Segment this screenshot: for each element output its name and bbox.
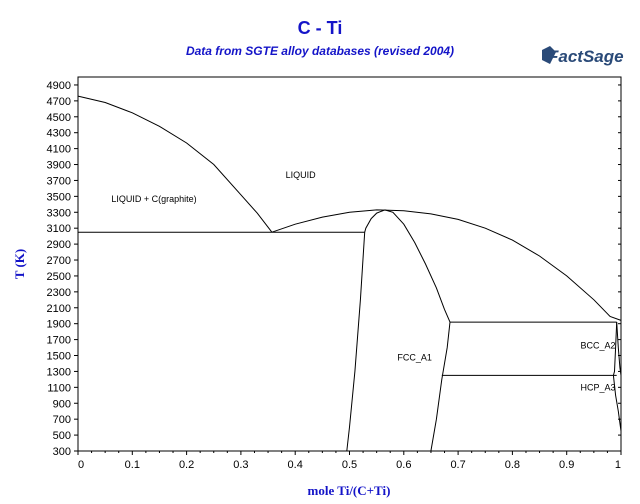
y-tick-label: 2900 — [47, 239, 71, 251]
y-tick-label: 300 — [53, 446, 71, 458]
plot-frame — [77, 76, 622, 452]
phase-boundary-line — [271, 209, 622, 321]
y-tick-label: 1900 — [47, 319, 71, 331]
x-tick-label: 0.2 — [179, 459, 194, 471]
x-tick-label: 0.6 — [396, 459, 411, 471]
y-tick-label: 3500 — [47, 191, 71, 203]
y-tick-label: 4300 — [47, 128, 71, 140]
y-tick-label: 4700 — [47, 96, 71, 108]
x-axis-label: mole Ti/(C+Ti) — [308, 483, 391, 498]
phase-label: FCC_A1 — [397, 352, 432, 362]
y-tick-label: 700 — [53, 414, 71, 426]
y-tick-label: 3700 — [47, 175, 71, 187]
y-tick-label: 3900 — [47, 160, 71, 172]
phase-label: LIQUID — [286, 170, 317, 180]
phase-boundary-line — [364, 209, 385, 233]
phase-label: LIQUID + C(graphite) — [111, 194, 196, 204]
x-tick-label: 1 — [615, 459, 621, 471]
x-tick-label: 0.3 — [233, 459, 248, 471]
y-tick-label: 1500 — [47, 351, 71, 363]
chart-subtitle: Data from SGTE alloy databases (revised … — [185, 44, 455, 58]
phase-labels: LIQUID LIQUID + C(graphite) FCC_A1 BCC_A2 HC… — [111, 170, 615, 392]
phase-boundary-line — [384, 209, 451, 323]
y-tick-label: 2700 — [47, 255, 71, 267]
x-axis: 0 0.1 0.2 0.3 0.4 0.5 0.6 0.7 0.8 0.9 1 — [77, 451, 622, 471]
y-tick-label: 3100 — [47, 223, 71, 235]
y-tick-label: 3300 — [47, 207, 71, 219]
factsage-logo: FactSage — [542, 46, 624, 66]
phase-boundary-line — [430, 322, 451, 452]
phase-boundaries — [77, 95, 622, 452]
y-tick-label: 2300 — [47, 287, 71, 299]
y-tick-label: 500 — [53, 430, 71, 442]
logo-text: FactSage — [548, 47, 624, 66]
phase-boundary-line — [612, 322, 618, 376]
phase-boundary-line — [77, 95, 273, 233]
y-tick-label: 4100 — [47, 144, 71, 156]
phase-label: HCP_A3 — [581, 383, 616, 393]
x-tick-label: 0.1 — [125, 459, 140, 471]
logo-mark-icon — [542, 46, 556, 64]
x-tick-label: 0.8 — [505, 459, 520, 471]
y-tick-label: 900 — [53, 398, 71, 410]
y-tick-label: 1700 — [47, 335, 71, 347]
y-tick-label: 1300 — [47, 366, 71, 378]
y-tick-label: 2500 — [47, 271, 71, 283]
x-tick-label: 0.4 — [288, 459, 303, 471]
y-tick-label: 4900 — [47, 80, 71, 92]
x-tick-label: 0.7 — [450, 459, 465, 471]
y-tick-label: 4500 — [47, 112, 71, 124]
phase-boundary-line — [612, 375, 622, 432]
phase-label: BCC_A2 — [581, 340, 616, 350]
x-tick-label: 0.9 — [559, 459, 574, 471]
y-axis-label: T (K) — [12, 249, 27, 279]
x-tick-label: 0.5 — [342, 459, 357, 471]
phase-boundary-line — [616, 322, 622, 376]
x-tick-label: 0 — [78, 459, 84, 471]
y-axis: 300 500 700 900 1100 1300 1500 1700 1900 2100 2300… — [47, 80, 621, 458]
y-tick-label: 2100 — [47, 303, 71, 315]
phase-boundary-line — [346, 232, 366, 452]
chart-title: C - Ti — [297, 18, 343, 38]
y-tick-label: 1100 — [47, 382, 71, 394]
